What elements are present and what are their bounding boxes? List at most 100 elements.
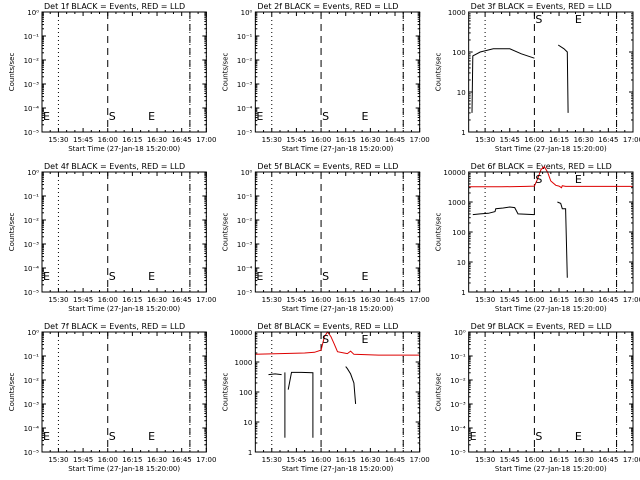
y-axis-label: Counts/sec: [8, 53, 16, 92]
y-tick-label: 10⁻²: [450, 377, 466, 385]
x-tick-label: 16:00: [524, 136, 544, 144]
panel-title: Det 7f BLACK = Events, RED = LLD: [44, 322, 185, 331]
y-tick-label: 10⁻⁴: [237, 265, 253, 273]
y-tick-label: 10⁻⁵: [450, 449, 466, 457]
plot-frame: [254, 11, 421, 133]
start-marker-label: S: [322, 333, 329, 346]
x-tick-label: 16:00: [311, 296, 331, 304]
y-tick-label: 10⁻⁵: [24, 129, 40, 137]
panel-det-3: Det 3f BLACK = Events, RED = LLD 1000 100 1…: [435, 2, 640, 153]
x-axis-label: Start Time (27-Jan-18 15:20:00): [68, 145, 180, 153]
y-axis-label: Counts/sec: [8, 213, 16, 252]
x-tick-label: 16:15: [336, 136, 356, 144]
x-tick-label: 15:45: [500, 136, 520, 144]
y-tick-label: 10⁻²: [24, 217, 40, 225]
y-tick-label: 10⁻³: [450, 401, 466, 409]
x-tick-label: 15:30: [262, 136, 282, 144]
end-marker-label: E: [148, 270, 155, 283]
x-tick-label: 16:15: [549, 136, 569, 144]
x-tick-label: 15:45: [286, 136, 306, 144]
panel-title: Det 9f BLACK = Events, RED = LLD: [471, 322, 612, 331]
y-tick-label: 1: [461, 129, 465, 137]
y-axis-label: Counts/sec: [221, 213, 229, 252]
end-marker-label: E: [362, 270, 369, 283]
y-tick-label: 10⁰: [27, 9, 39, 17]
y-axis-label: Counts/sec: [435, 53, 443, 92]
y-tick-label: 10⁻⁴: [24, 105, 40, 113]
y-tick-label: 1: [461, 289, 465, 297]
x-tick-label: 16:00: [98, 136, 118, 144]
x-tick-label: 16:00: [311, 136, 331, 144]
plot-frame: [41, 171, 207, 293]
y-tick-label: 100: [452, 229, 465, 237]
x-axis-label: Start Time (27-Jan-18 15:20:00): [68, 465, 180, 473]
plot-frame: [41, 331, 207, 453]
panel-det-2: Det 2f BLACK = Events, RED = LLD 10⁰ 10⁻¹ 1…: [221, 2, 429, 153]
end-marker-label: E: [43, 430, 50, 443]
x-tick-label: 15:30: [475, 456, 495, 464]
x-tick-label: 16:15: [336, 296, 356, 304]
y-tick-label: 10⁻¹: [24, 33, 40, 41]
lld-series-line: [468, 165, 633, 189]
x-axis-label: Start Time (27-Jan-18 15:20:00): [495, 305, 607, 313]
y-tick-label: 10000: [230, 329, 252, 337]
plot-frame: [468, 11, 634, 133]
y-tick-label: 10⁻¹: [24, 353, 40, 361]
x-tick-label: 17:00: [410, 296, 430, 304]
plot-frame: [468, 331, 634, 453]
x-axis-label: Start Time (27-Jan-18 15:20:00): [282, 465, 394, 473]
x-axis-label: Start Time (27-Jan-18 15:20:00): [68, 305, 180, 313]
x-tick-label: 16:30: [574, 296, 594, 304]
y-tick-label: 10⁰: [241, 169, 253, 177]
start-marker-label: S: [109, 270, 116, 283]
x-tick-label: 17:00: [623, 456, 640, 464]
x-tick-label: 16:45: [598, 136, 618, 144]
y-tick-label: 1000: [448, 9, 466, 17]
start-marker-label: S: [109, 110, 116, 123]
plot-frame: [41, 11, 207, 133]
panel-det-8: Det 8f BLACK = Events, RED = LLD 10000 100…: [221, 322, 429, 473]
events-series-line: [557, 201, 568, 278]
x-tick-label: 15:45: [73, 456, 93, 464]
y-tick-label: 10⁻⁴: [24, 265, 40, 273]
y-tick-label: 10⁻¹: [237, 193, 253, 201]
x-tick-label: 17:00: [410, 136, 430, 144]
x-tick-label: 16:30: [147, 136, 167, 144]
x-tick-label: 17:00: [623, 296, 640, 304]
y-tick-label: 10⁰: [241, 9, 253, 17]
end-marker-label: E: [575, 173, 582, 186]
start-marker-label: S: [109, 430, 116, 443]
plot-frame: [254, 331, 421, 453]
end-marker-label: E: [575, 430, 582, 443]
y-tick-label: 10⁻²: [237, 217, 253, 225]
x-tick-label: 16:30: [360, 456, 380, 464]
x-axis-label: Start Time (27-Jan-18 15:20:00): [282, 305, 394, 313]
panel-title: Det 6f BLACK = Events, RED = LLD: [471, 162, 612, 171]
plot-frame: [468, 171, 634, 293]
end-marker-label: E: [575, 13, 582, 26]
x-tick-label: 15:30: [475, 136, 495, 144]
x-tick-label: 16:45: [385, 296, 405, 304]
y-tick-label: 10⁻³: [24, 401, 40, 409]
x-tick-label: 16:45: [172, 136, 192, 144]
panel-title: Det 4f BLACK = Events, RED = LLD: [44, 162, 185, 171]
x-tick-label: 15:45: [500, 456, 520, 464]
y-tick-label: 10⁻²: [24, 57, 40, 65]
y-tick-label: 10⁰: [27, 169, 39, 177]
y-tick-label: 10: [457, 259, 466, 267]
panel-det-5: Det 5f BLACK = Events, RED = LLD 10⁰ 10⁻¹ 1…: [221, 162, 429, 313]
panel-title: Det 1f BLACK = Events, RED = LLD: [44, 2, 185, 11]
start-marker-label: S: [535, 13, 542, 26]
x-tick-label: 15:30: [48, 296, 68, 304]
x-axis-label: Start Time (27-Jan-18 15:20:00): [495, 145, 607, 153]
y-tick-label: 10: [243, 419, 252, 427]
x-tick-label: 15:30: [262, 296, 282, 304]
end-marker-label: E: [43, 110, 50, 123]
y-tick-label: 1: [248, 449, 252, 457]
y-tick-label: 10⁻⁴: [24, 425, 40, 433]
end-marker-label: E: [43, 270, 50, 283]
y-tick-label: 100: [239, 389, 252, 397]
end-marker-label: E: [148, 110, 155, 123]
y-axis-label: Counts/sec: [8, 373, 16, 412]
